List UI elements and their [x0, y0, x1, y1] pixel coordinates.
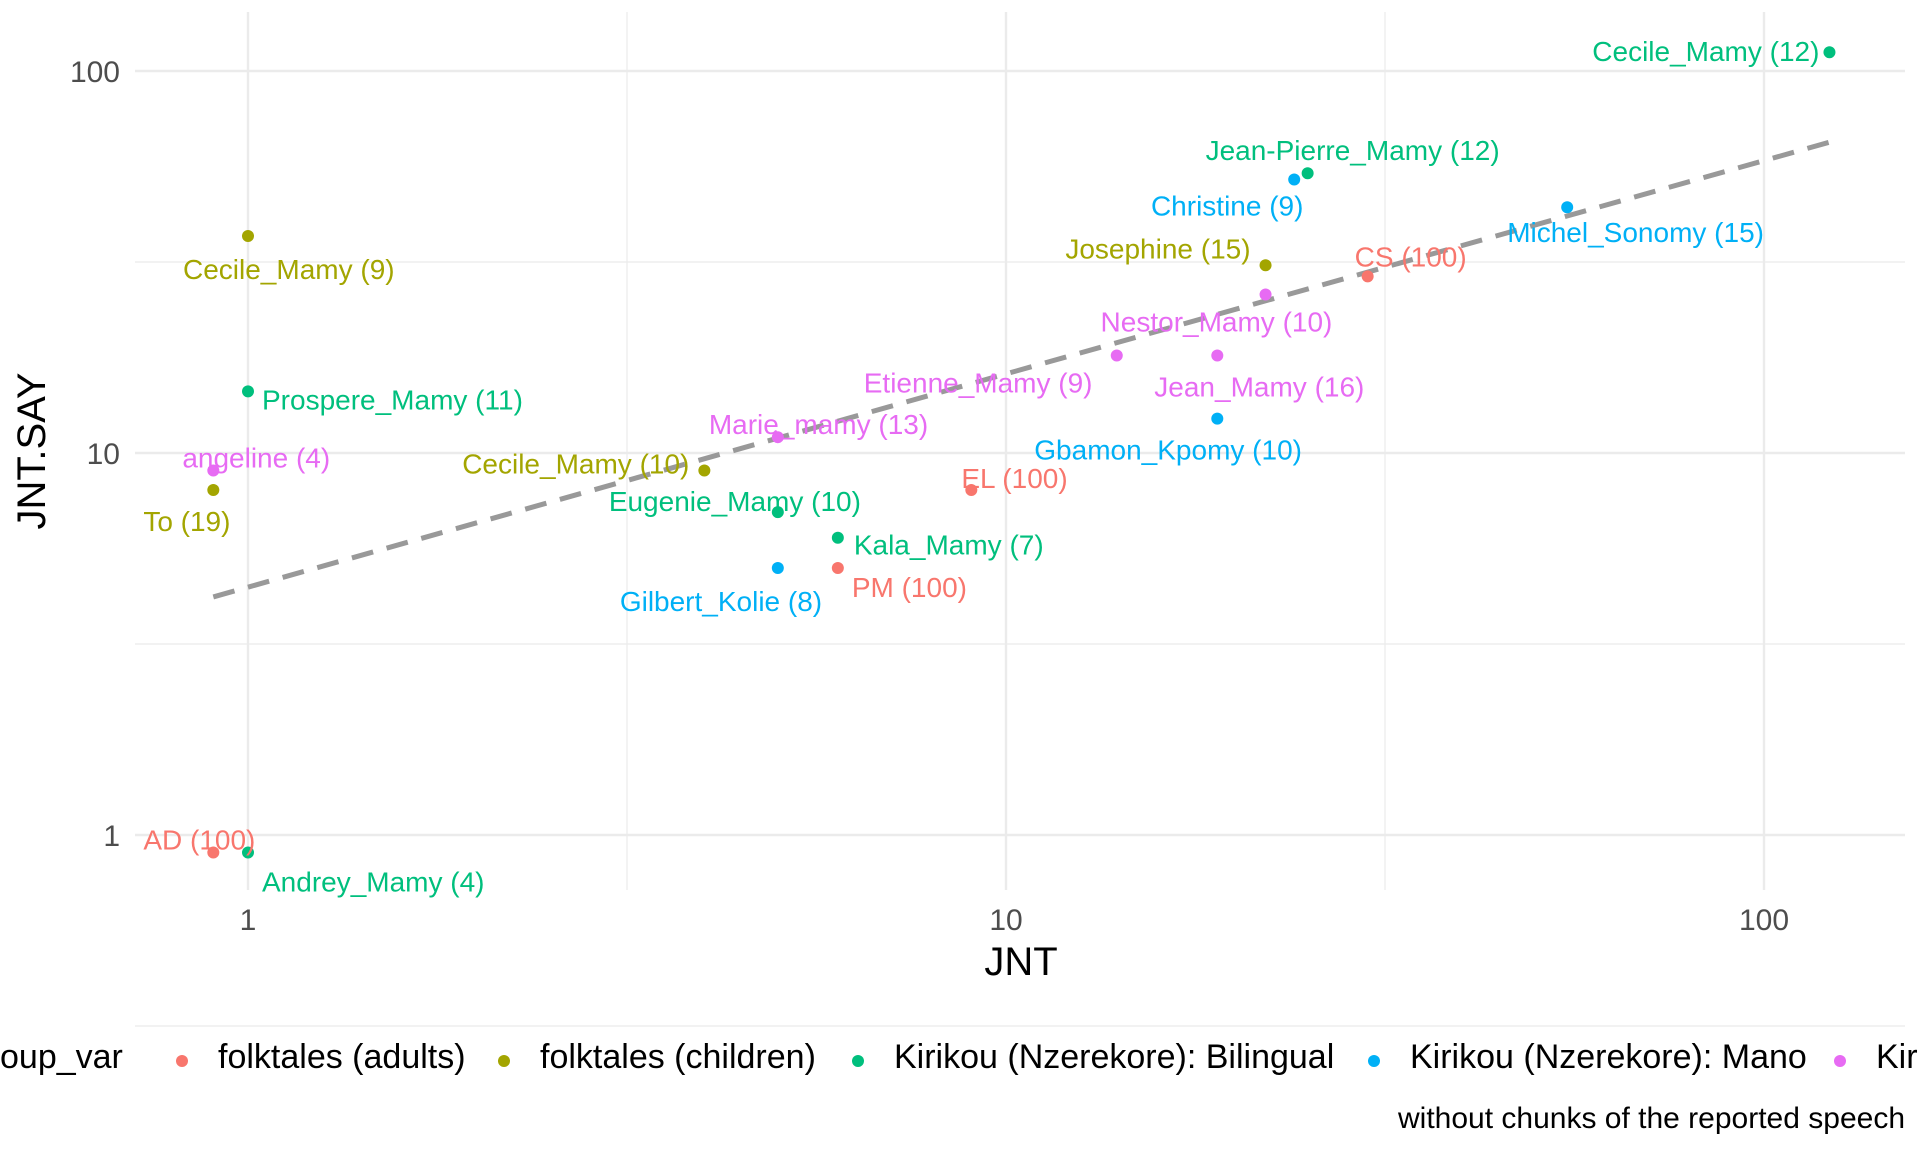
- data-point: [771, 431, 784, 444]
- data-point: [1259, 288, 1272, 301]
- data-point: [1259, 259, 1272, 272]
- data-point: [207, 464, 220, 477]
- point-label: Jean-Pierre_Mamy (12): [1206, 135, 1500, 166]
- legend-key: [1834, 1055, 1846, 1067]
- x-tick-label: 100: [1739, 904, 1789, 937]
- data-point: [1211, 349, 1224, 362]
- point-label: To (19): [143, 506, 230, 537]
- data-point: [698, 464, 711, 477]
- data-point: [771, 561, 784, 574]
- data-point: [1301, 167, 1314, 180]
- data-point: [831, 561, 844, 574]
- legend-entry-label: folktales (adults): [218, 1038, 466, 1076]
- data-point: [1288, 173, 1301, 186]
- legend-entry-label: Kir: [1876, 1038, 1918, 1076]
- data-point: [207, 484, 220, 497]
- point-label: Christine (9): [1151, 190, 1303, 221]
- point-label: Andrey_Mamy (4): [262, 866, 485, 897]
- point-label: Gilbert_Kolie (8): [620, 586, 822, 617]
- point-label: Etienne_Mamy (9): [864, 367, 1093, 398]
- point-label: Jean_Mamy (16): [1154, 371, 1364, 402]
- y-tick-label: 1: [103, 820, 120, 853]
- point-label: AD (100): [143, 824, 255, 855]
- point-label: Kala_Mamy (7): [854, 530, 1044, 561]
- point-label: Cecile_Mamy (12): [1592, 36, 1819, 67]
- data-point: [242, 846, 254, 859]
- caption: without chunks of the reported speech: [1397, 1102, 1905, 1135]
- data-point: [831, 531, 844, 544]
- legend-key: [1368, 1055, 1380, 1067]
- point-label: angeline (4): [182, 442, 330, 473]
- x-axis-title: JNT: [984, 940, 1057, 984]
- point-label: Josephine (15): [1065, 233, 1250, 264]
- x-tick-label: 10: [989, 904, 1022, 937]
- data-point: [1110, 349, 1123, 362]
- data-point: [1361, 270, 1374, 283]
- point-labels-group: Cecile_Mamy (12) Jean-Pierre_Mamy (12) Chr…: [143, 36, 1819, 897]
- data-point: [207, 846, 220, 859]
- y-tick-label: 10: [87, 438, 120, 471]
- data-point: [1561, 201, 1574, 214]
- legend: oup_var folktales (adults) folktales (chi…: [0, 1038, 1918, 1076]
- points-group: [207, 46, 1836, 859]
- legend-key: [852, 1055, 864, 1067]
- trend-line-group: [212, 137, 1839, 600]
- point-label: Nestor_Mamy (10): [1101, 306, 1333, 337]
- data-point: [1211, 412, 1224, 425]
- legend-entry-label: Kirikou (Nzerekore): Bilingual: [894, 1038, 1334, 1076]
- point-label: Cecile_Mamy (10): [462, 448, 689, 479]
- legend-title: oup_var: [0, 1038, 123, 1076]
- point-label: CS (100): [1355, 241, 1467, 272]
- data-point: [1823, 46, 1836, 59]
- legend-key: [176, 1055, 188, 1067]
- data-point: [965, 484, 978, 497]
- data-point: [242, 229, 254, 242]
- point-label: Cecile_Mamy (9): [183, 254, 395, 285]
- data-point: [771, 506, 784, 519]
- grid: [135, 12, 1905, 1027]
- tick-labels-group: 1 10 100 1 10 100: [70, 56, 1789, 937]
- data-point: [242, 385, 254, 398]
- trend-line: [212, 137, 1839, 600]
- x-tick-label: 1: [240, 904, 257, 937]
- point-label: Eugenie_Mamy (10): [609, 486, 861, 517]
- y-axis-title: JNT.SAY: [10, 372, 54, 529]
- point-label: Michel_Sonomy (15): [1507, 217, 1764, 248]
- point-label: PM (100): [852, 572, 967, 603]
- point-label: Marie_mamy (13): [709, 409, 928, 440]
- legend-entry-label: Kirikou (Nzerekore): Mano: [1410, 1038, 1807, 1076]
- point-label: EL (100): [961, 463, 1067, 494]
- point-label: Gbamon_Kpomy (10): [1034, 435, 1302, 466]
- legend-key: [498, 1055, 510, 1067]
- legend-entry-label: folktales (children): [540, 1038, 816, 1076]
- y-tick-label: 100: [70, 56, 120, 89]
- point-label: Prospere_Mamy (11): [262, 384, 523, 415]
